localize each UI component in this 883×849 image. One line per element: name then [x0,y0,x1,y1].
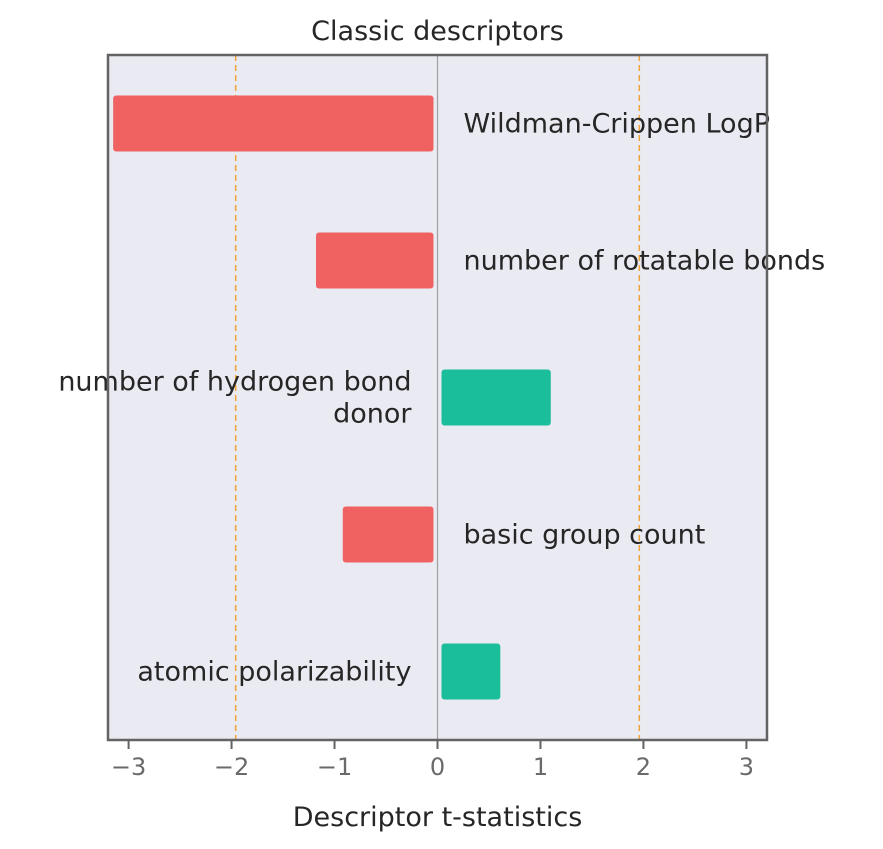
bar-label-1: number of rotatable bonds [464,246,826,277]
bars: Wildman-Crippen LogP number of rotatable … [58,95,826,700]
x-tick-label: 1 [533,753,548,781]
x-tick-label: 2 [636,753,651,781]
bar-1 [315,232,434,289]
x-axis-ticks: −3 −2 −1 0 1 2 3 [111,740,754,781]
bar-3 [342,506,434,563]
x-tick-label: −2 [214,753,249,781]
chart-title: Classic descriptors [311,16,564,47]
x-axis-label: Descriptor t-statistics [293,802,583,833]
bar-4 [441,643,501,700]
x-tick-label: 0 [430,753,445,781]
bar-label-line: number of rotatable bonds [464,246,826,277]
threshold-lines [234,55,641,740]
bar-label-0: Wildman-Crippen LogP [464,109,771,140]
x-tick-label: −3 [111,753,146,781]
bar-label-3: basic group count [464,520,706,551]
x-tick-label: −1 [317,753,352,781]
x-tick-label: 3 [739,753,754,781]
bar-label-line: number of hydrogen bond [58,367,411,398]
bar-label-line: Wildman-Crippen LogP [464,109,771,140]
bar-label-line: atomic polarizability [137,657,411,688]
bar-label-2: number of hydrogen bond donor [58,367,412,430]
bar-label-line: donor [333,399,412,430]
bar-label-4: atomic polarizability [137,657,411,688]
bar-label-line: basic group count [464,520,706,551]
bar-2 [441,369,551,426]
bar-0 [113,95,434,152]
